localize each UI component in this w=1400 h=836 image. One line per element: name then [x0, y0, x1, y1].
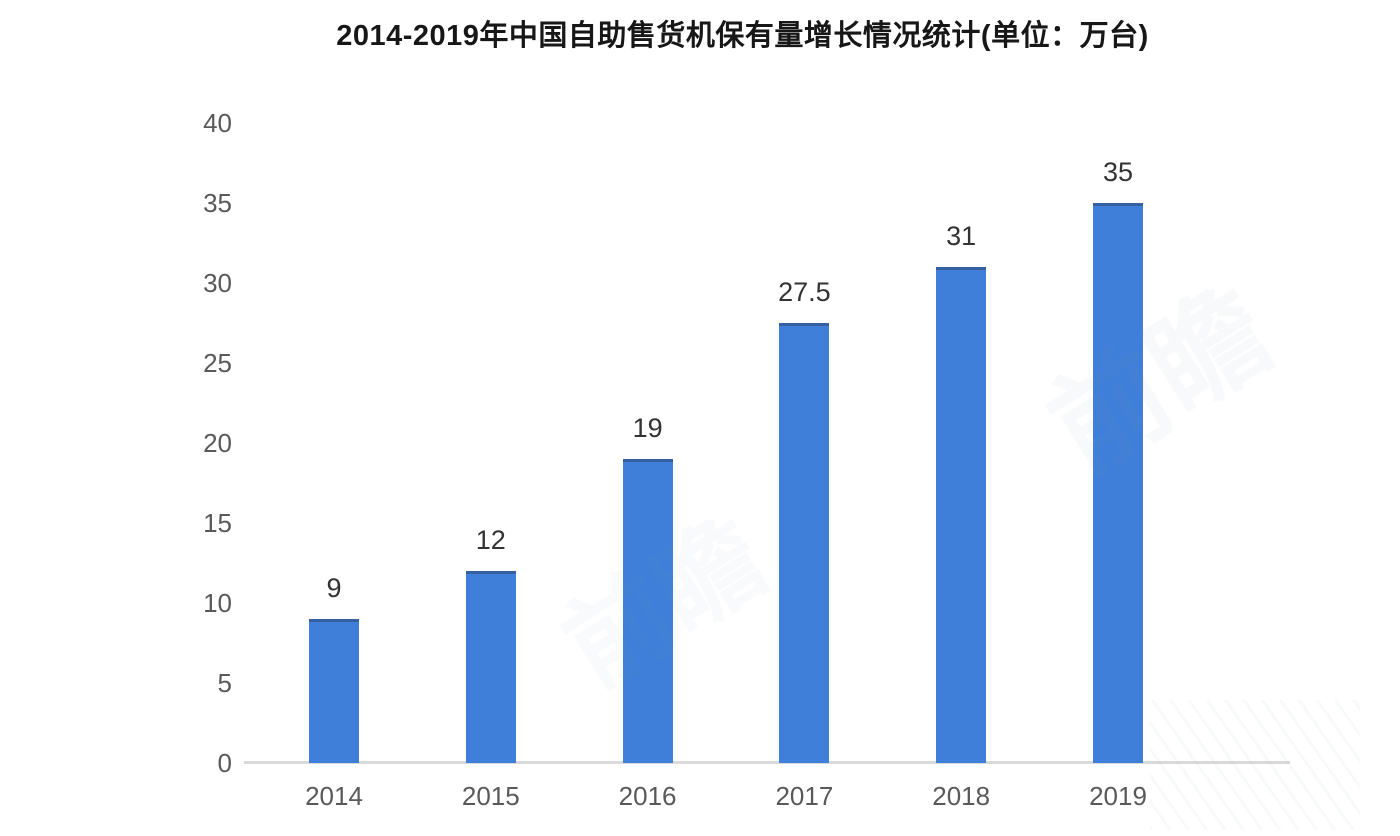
y-axis-tick-label: 0	[217, 748, 232, 778]
bar-value-label: 9	[326, 573, 342, 603]
bar-2016	[622, 459, 673, 763]
y-axis-tick-label: 20	[203, 428, 232, 458]
watermark-logo: 前瞻	[1028, 266, 1292, 497]
x-axis-category-label: 2015	[461, 781, 520, 811]
bar-value-label: 27.5	[778, 277, 831, 307]
bar-value-label: 19	[632, 413, 663, 443]
x-axis-category-label: 2016	[618, 781, 677, 811]
y-axis-tick-label: 35	[203, 188, 232, 218]
bar-2017	[779, 323, 830, 763]
y-axis-tick-label: 10	[203, 588, 232, 618]
bar-value-label: 31	[946, 221, 977, 251]
y-axis-tick-label: 30	[203, 268, 232, 298]
x-axis-category-label: 2017	[775, 781, 834, 811]
watermark-hatch	[1150, 700, 1360, 830]
bar-2014	[309, 619, 359, 763]
x-axis-category-label: 2014	[305, 781, 363, 811]
x-axis-category-label: 2018	[932, 781, 991, 811]
y-axis-tick-label: 40	[203, 108, 232, 138]
bar-value-label: 12	[475, 525, 506, 555]
x-axis-category-label: 2019	[1089, 781, 1147, 811]
x-axis-line	[244, 761, 1290, 764]
bar-2019	[1093, 203, 1143, 763]
chart-title: 2014-2019年中国自助售货机保有量增长情况统计(单位：万台)	[336, 20, 1149, 52]
y-axis-tick-label: 15	[203, 508, 232, 538]
bar-2018	[936, 267, 987, 763]
bar-2015	[465, 571, 516, 763]
bar-value-label: 35	[1102, 157, 1134, 187]
y-axis-tick-label: 5	[217, 668, 232, 698]
y-axis-tick-label: 25	[203, 348, 232, 378]
